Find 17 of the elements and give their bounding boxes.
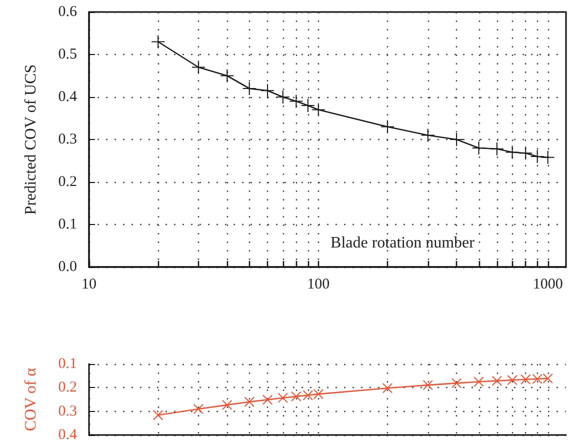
y-tick-label: 0.4	[58, 89, 78, 105]
x-tick-label: 10	[82, 276, 96, 292]
y-tick-label: 0.3	[58, 403, 77, 420]
y-tick-label: 0.2	[58, 174, 77, 190]
y-tick-label: 0.1	[58, 216, 77, 232]
y-tick-label: 0.4	[58, 427, 78, 443]
y-tick-label: 0.2	[58, 380, 77, 396]
y-tick-label: 0.6	[58, 4, 78, 20]
y-tick-label: 0.0	[58, 259, 77, 275]
x-axis-title: Blade rotation number	[330, 234, 476, 252]
x-tick-label: 100	[307, 276, 330, 292]
y-tick-label: 0.5	[58, 46, 77, 62]
y-tick-label: 0.1	[58, 356, 77, 372]
y-tick-label: 0.3	[58, 132, 77, 148]
y-axis-title: Predicted COV of UCS	[22, 64, 40, 215]
x-tick-label: 1000	[532, 276, 563, 292]
y-axis-title: COV of α	[22, 367, 40, 432]
